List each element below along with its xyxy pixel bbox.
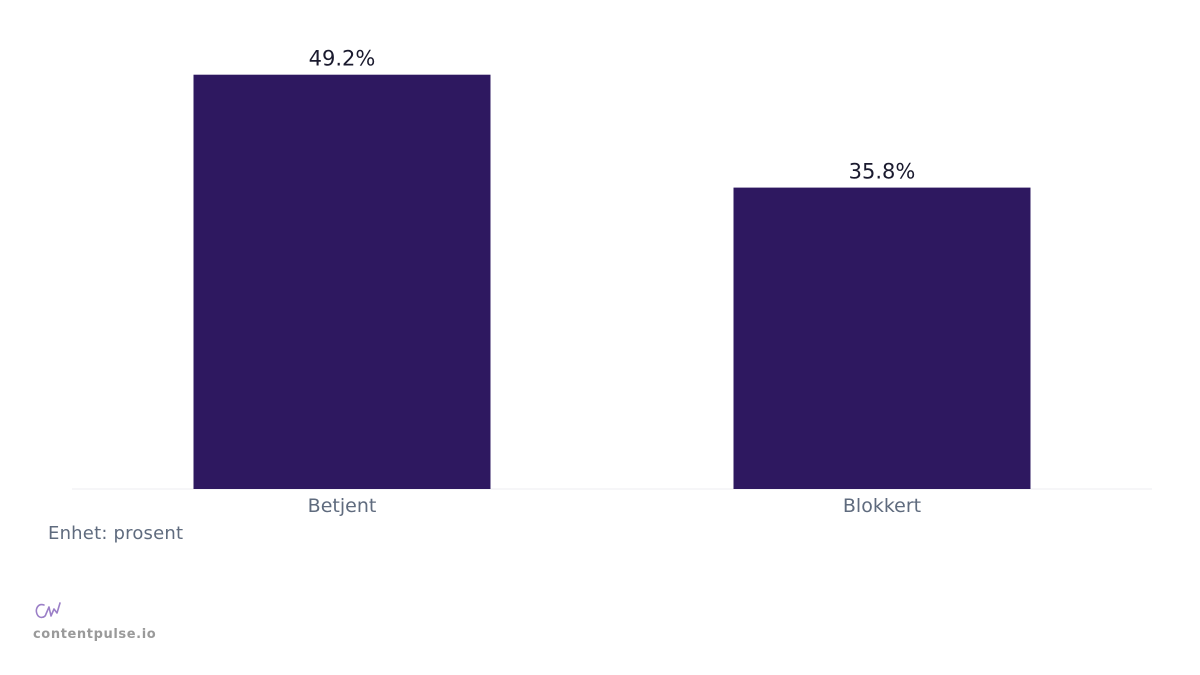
bars-layer <box>193 74 1031 489</box>
labels-layer: 49.2% Betjent 35.8% Blokkert <box>308 47 921 517</box>
brand-block: contentpulse.io <box>33 600 156 642</box>
x-tick-label-betjent: Betjent <box>308 495 377 517</box>
value-label-blokkert: 35.8% <box>849 160 916 184</box>
brand-text: contentpulse.io <box>33 627 157 642</box>
value-label-betjent: 49.2% <box>309 47 376 71</box>
unit-note: Enhet: prosent <box>48 523 184 544</box>
contentpulse-logo-icon <box>35 602 61 619</box>
x-tick-label-blokkert: Blokkert <box>843 495 921 517</box>
bar-betjent <box>193 74 491 489</box>
bar-blokkert <box>733 187 1031 489</box>
